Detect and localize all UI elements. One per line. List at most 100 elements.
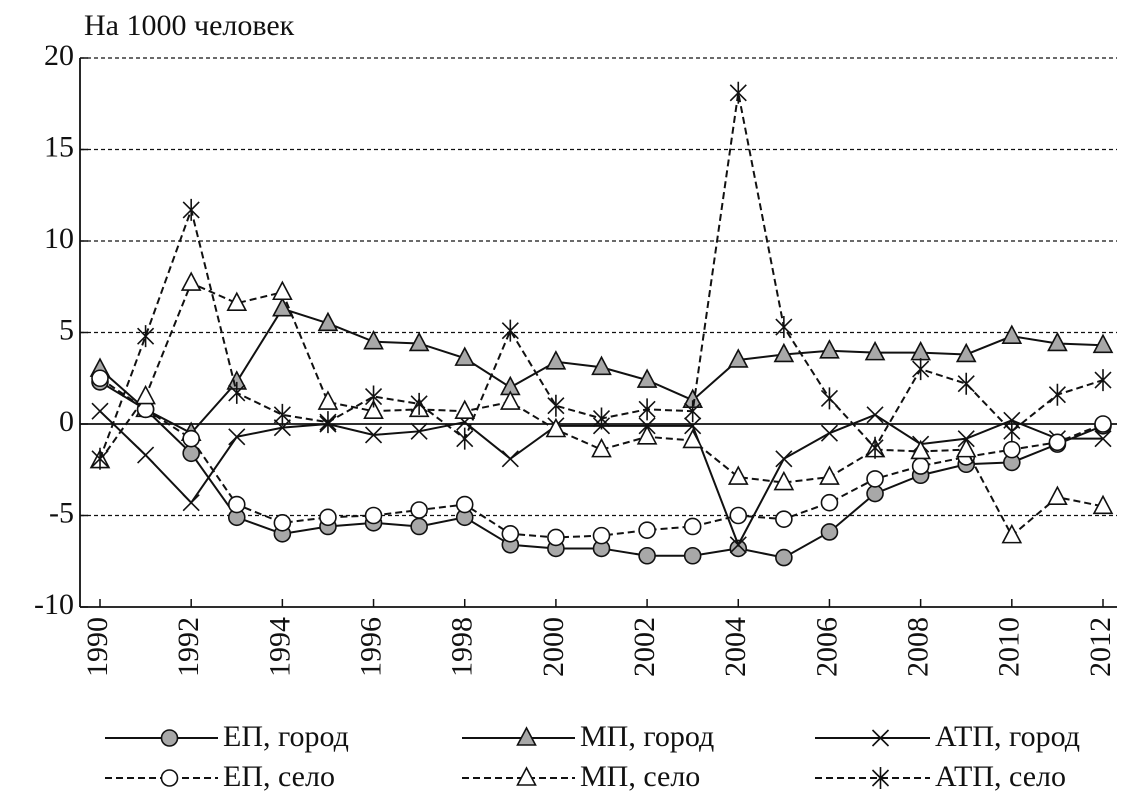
x-tick-label: 1994 [263,617,296,677]
marker [682,428,704,449]
marker [1003,420,1021,443]
marker [227,495,246,514]
legend-item: ЕП, село [105,760,335,793]
marker [499,390,521,410]
marker [871,729,890,747]
marker [591,355,612,376]
marker [592,407,611,430]
marker [684,400,702,423]
y-tick-label: -5 [49,496,74,529]
legend-label: ЕП, город [223,720,349,753]
legend-item: МП, село [462,760,700,793]
marker [683,546,702,565]
marker [1092,333,1114,354]
marker [226,291,248,312]
marker [910,439,931,460]
marker [775,548,793,567]
x-tick-label: 1990 [81,617,114,677]
series-line [99,410,1103,548]
marker [1094,415,1112,433]
marker [1003,440,1021,459]
marker [91,402,109,420]
series-line [99,377,1104,539]
marker [1001,523,1023,544]
marker [455,495,474,514]
marker [820,424,839,442]
x-tick-label: 2004 [719,617,752,677]
marker [729,81,747,104]
marker [228,381,246,404]
marker [912,358,930,381]
marker [454,346,476,366]
marker [1094,430,1112,448]
marker [729,539,748,558]
marker [363,399,384,419]
marker [501,524,520,543]
legend-label: МП, город [580,720,714,753]
marker [1094,369,1112,392]
marker [456,427,474,450]
marker [866,470,884,488]
marker [180,271,202,291]
marker [911,457,930,475]
marker [773,470,795,491]
marker [364,506,383,525]
y-axis-label: На 1000 человек [84,9,295,42]
legend-label: АТП, село [935,760,1066,793]
marker [864,340,886,361]
marker [547,394,565,417]
y-tick-label: 15 [44,130,74,163]
series-line [99,281,1104,538]
marker [182,198,200,221]
marker [636,368,658,388]
marker [638,521,656,539]
marker [775,450,793,468]
marker [160,729,179,747]
marker [775,316,793,339]
marker [182,494,200,512]
x-tick-label: 2002 [628,617,661,677]
marker [591,437,612,458]
marker [273,403,291,426]
marker [871,767,890,789]
marker [819,339,840,359]
marker [516,726,537,746]
marker [408,331,430,352]
marker [317,311,339,332]
marker [135,384,156,405]
legend-label: АТП, город [935,720,1080,753]
marker [866,406,884,424]
x-tick-label: 1998 [446,617,479,677]
marker [727,348,749,368]
marker [410,517,428,536]
marker [775,510,793,528]
marker [273,419,291,437]
marker [516,766,537,786]
marker [273,514,292,532]
marker [545,350,567,370]
marker [1048,433,1067,452]
y-tick-label: 10 [44,222,74,255]
marker [684,417,702,435]
marker [819,465,840,485]
x-tick-label: 2010 [993,617,1026,677]
marker [592,526,611,545]
marker [501,450,519,468]
marker [137,446,155,464]
marker [272,280,293,301]
marker [729,536,747,554]
marker [454,399,476,419]
marker [910,340,931,361]
marker [820,387,839,410]
marker [91,447,109,470]
marker [1092,494,1114,515]
marker [501,319,519,342]
marker [410,422,428,440]
x-tick-label: 2006 [810,617,843,677]
x-tick-label: 1996 [354,617,387,677]
marker [228,428,246,446]
x-tick-label: 2000 [537,617,570,677]
marker [866,484,884,503]
marker [957,372,975,395]
